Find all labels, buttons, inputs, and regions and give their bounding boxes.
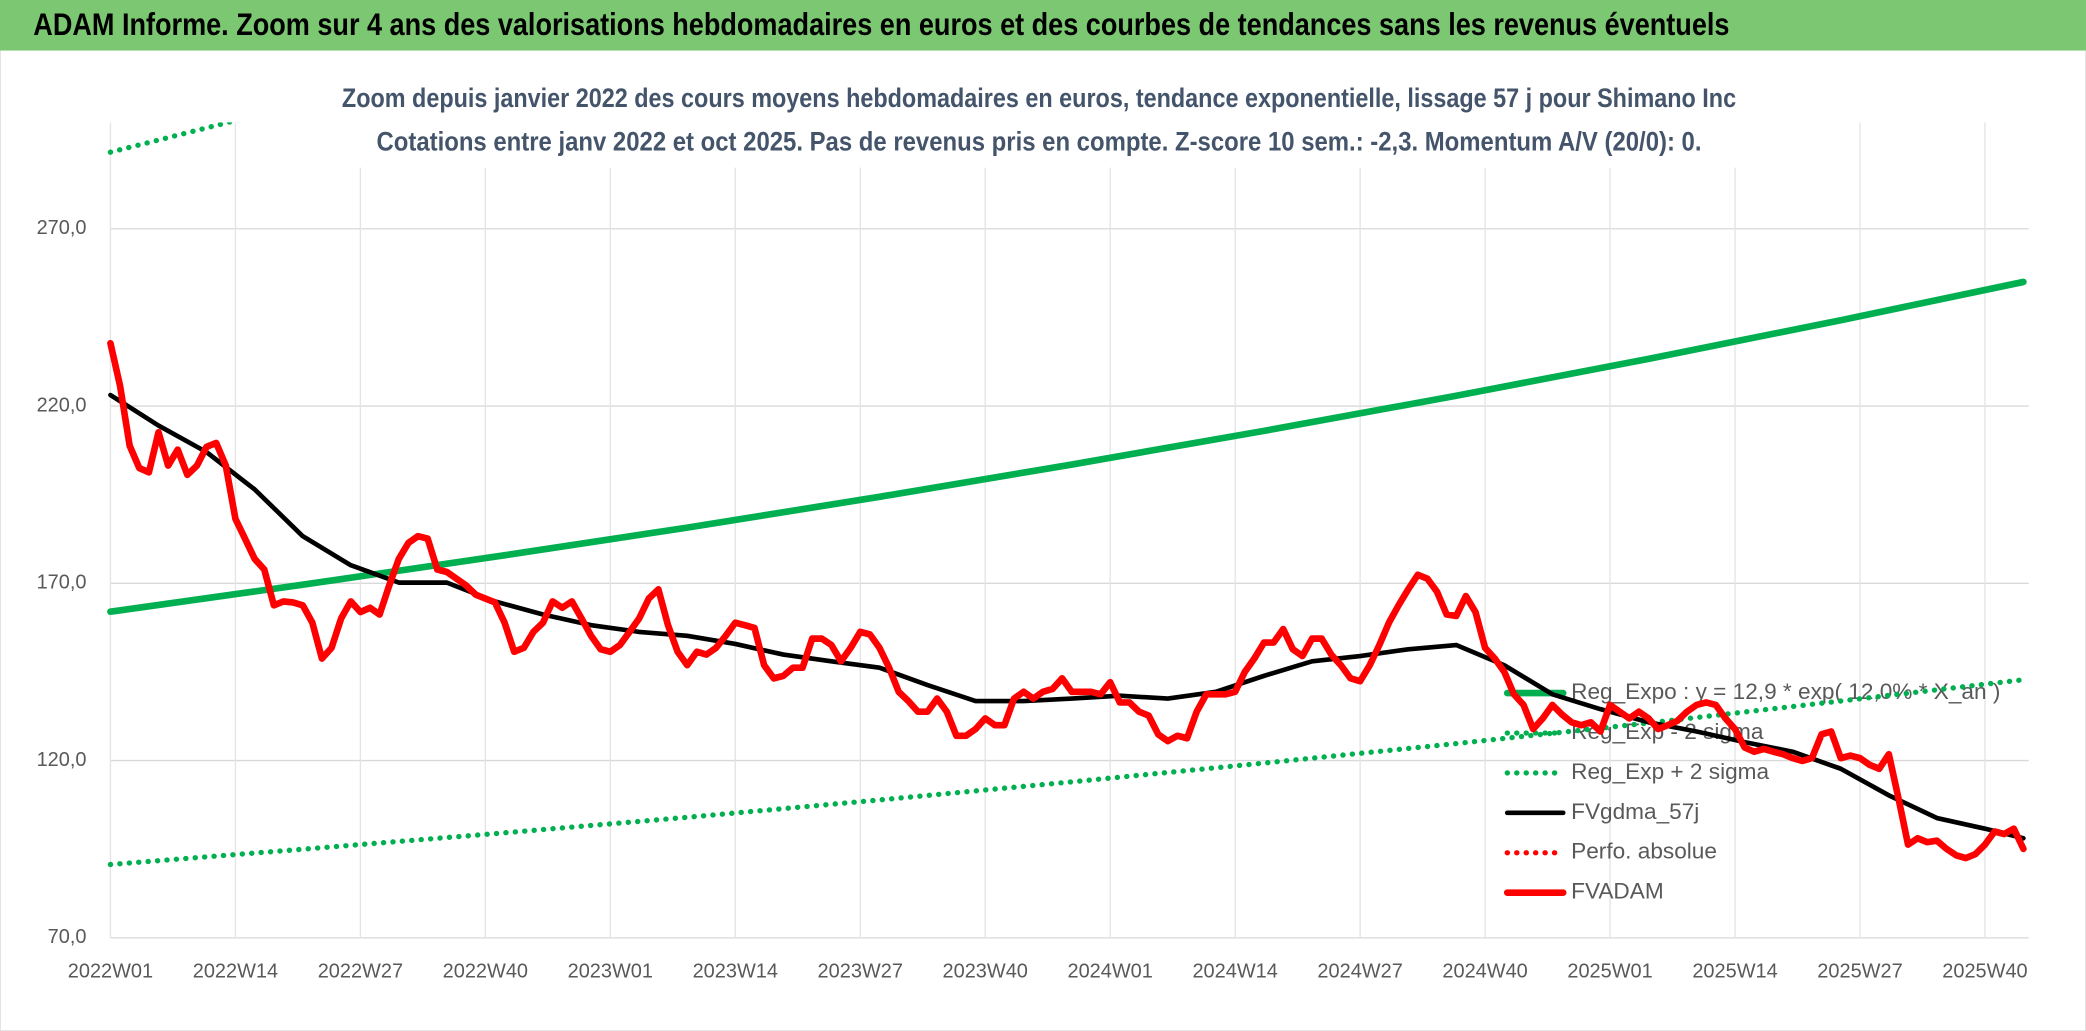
x-tick-label: 2023W14 [693, 961, 778, 983]
x-tick-label: 2025W01 [1567, 961, 1652, 983]
legend-label: Perfo. absolue [1571, 839, 1717, 864]
series-line [107, 339, 2027, 862]
page-title: ADAM Informe. Zoom sur 4 ans des valoris… [33, 6, 1729, 42]
legend-label: FVADAM [1571, 879, 1664, 904]
series-line [107, 677, 2027, 868]
x-tick-label: 2023W01 [568, 961, 653, 983]
x-tick-label: 2023W40 [943, 961, 1028, 983]
x-tick-label: 2023W27 [818, 961, 903, 983]
x-tick-label: 2025W40 [1942, 961, 2027, 983]
grid: 70,0 120,0 170,0 220,0 270,0 2022W01 2022W14 20… [37, 122, 2029, 983]
x-tick-label: 2022W14 [193, 961, 278, 983]
title-bar [0, 0, 2086, 51]
y-tick-label: 120,0 [37, 749, 87, 771]
legend-label: Reg_Exp + 2 sigma [1571, 759, 1769, 784]
chart-title: Zoom depuis janvier 2022 des cours moyen… [342, 83, 1736, 113]
y-tick-label: 270,0 [37, 217, 87, 239]
title-box [335, 74, 1743, 168]
x-tick-label: 2024W01 [1068, 961, 1153, 983]
x-tick-label: 2024W27 [1317, 961, 1402, 983]
x-tick-label: 2022W40 [443, 961, 528, 983]
x-tick-label: 2025W27 [1817, 961, 1902, 983]
plot-area [107, 122, 2027, 868]
series-line [107, 278, 2027, 616]
y-tick-label: 220,0 [37, 394, 87, 416]
x-tick-label: 2024W40 [1442, 961, 1527, 983]
chart-subtitle: Cotations entre janv 2022 et oct 2025. P… [377, 127, 1702, 157]
series-line [108, 392, 2026, 841]
x-tick-label: 2022W01 [68, 961, 153, 983]
x-tick-label: 2022W27 [318, 961, 403, 983]
y-tick-label: 170,0 [37, 572, 87, 594]
x-tick-label: 2025W14 [1692, 961, 1777, 983]
y-tick-label: 70,0 [48, 926, 87, 948]
legend-label: FVgdma_57j [1571, 799, 1699, 824]
x-tick-label: 2024W14 [1192, 961, 1277, 983]
legend-label: Reg_Expo : y = 12,9 * exp( 12,0% * X_an … [1571, 679, 2000, 704]
